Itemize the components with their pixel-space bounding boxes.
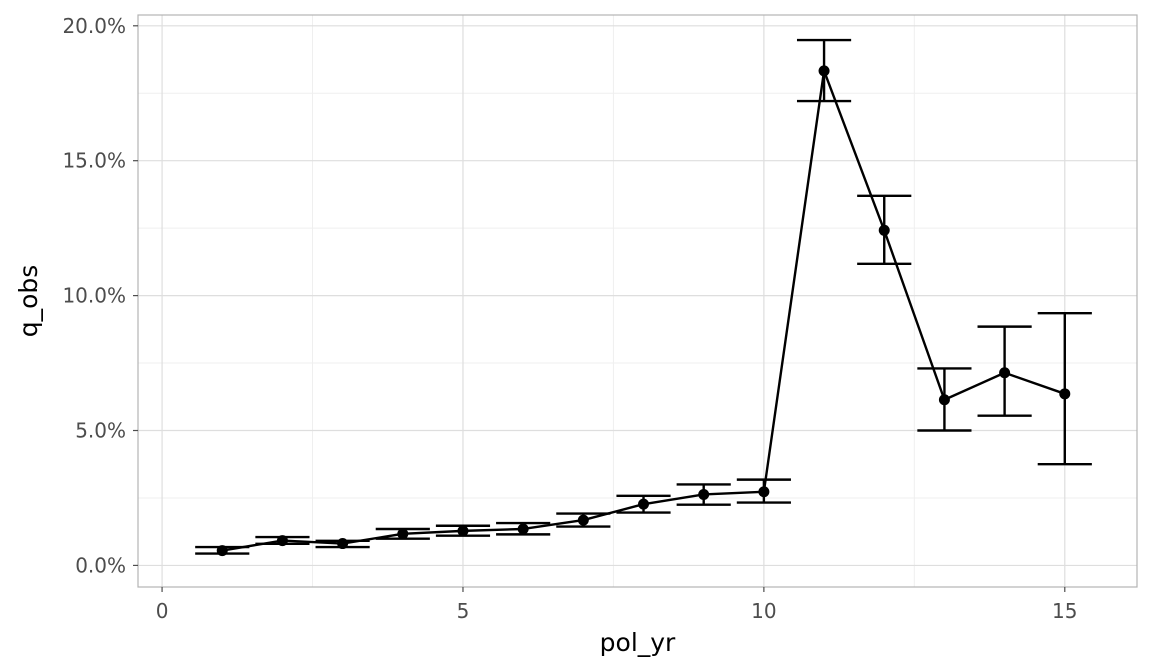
data-point	[517, 523, 529, 535]
data-points	[216, 65, 1071, 557]
data-point	[276, 535, 288, 547]
data-point	[397, 528, 409, 540]
data-point	[818, 65, 830, 77]
data-point	[1059, 388, 1071, 400]
y-tick-label: 15.0%	[62, 149, 126, 173]
data-point	[698, 488, 710, 500]
x-tick-label: 0	[156, 599, 169, 623]
axes: 0 5 10 15 0.0% 5.0% 10.0% 15.0% 20.0%	[62, 14, 1077, 623]
data-point	[938, 394, 950, 406]
y-tick-label: 5.0%	[75, 419, 126, 443]
y-tick-label: 10.0%	[62, 284, 126, 308]
x-axis-title: pol_yr	[600, 628, 676, 657]
y-tick-label: 0.0%	[75, 553, 126, 577]
data-point	[758, 486, 770, 498]
x-tick-label: 15	[1052, 599, 1077, 623]
plot-panel	[138, 15, 1137, 587]
data-point	[878, 224, 890, 236]
y-axis-title: q_obs	[14, 265, 43, 338]
data-point	[577, 514, 589, 526]
grid-lines	[138, 15, 1137, 587]
data-point	[216, 545, 228, 557]
data-point	[638, 498, 650, 510]
data-point	[999, 367, 1011, 379]
panel-border	[137, 14, 1138, 588]
x-tick-label: 10	[751, 599, 776, 623]
y-tick-label: 20.0%	[62, 14, 126, 38]
x-tick-label: 5	[457, 599, 470, 623]
data-point	[337, 538, 349, 550]
data-point	[457, 525, 469, 537]
